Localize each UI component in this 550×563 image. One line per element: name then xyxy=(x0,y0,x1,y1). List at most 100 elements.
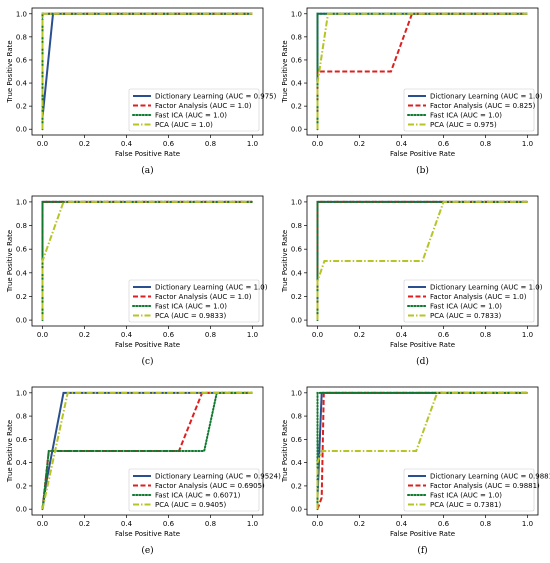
legend-box xyxy=(128,88,260,132)
legend-box xyxy=(403,468,535,512)
series-line-pca xyxy=(316,12,528,130)
x-tick-label: 0.4 xyxy=(396,331,408,339)
roc-chart-d: 0.0 0.2 0.4 0.6 0.8 1.0 0.0 0.2 0.4 0.6 0.8 1.0 Fals… xyxy=(281,195,543,367)
x-axis-label: False Positive Rate xyxy=(115,150,180,158)
legend-label-dictionary-learning: Dictionary Learning (AUC = 0.9881) xyxy=(430,473,550,481)
plot-frame xyxy=(31,7,264,136)
x-tick-label: 0.2 xyxy=(79,520,90,528)
series-line-pca xyxy=(41,12,253,130)
x-tick-label: 0.0 xyxy=(312,331,323,339)
x-tick-label: 0.4 xyxy=(396,520,408,528)
x-axis-label: False Positive Rate xyxy=(390,150,455,158)
caption-c: (c) xyxy=(141,356,153,367)
legend-label-dictionary-learning: Dictionary Learning (AUC = 1.0) xyxy=(430,93,543,101)
y-tick-label: 0.0 xyxy=(16,317,27,325)
y-tick-label: 0.2 xyxy=(291,293,302,301)
x-tick-label: 0.8 xyxy=(480,140,491,148)
x-tick-label: 0.2 xyxy=(79,140,90,148)
x-tick-label: 0.8 xyxy=(205,140,216,148)
x-tick-label: 1.0 xyxy=(522,520,533,528)
y-tick-label: 1.0 xyxy=(291,389,302,397)
roc-chart-b: 0.0 0.2 0.4 0.6 0.8 1.0 0.0 0.2 0.4 0.6 0.8 1.0 Fals… xyxy=(281,7,543,176)
legend-label-factor-analysis: Factor Analysis (AUC = 1.0) xyxy=(155,102,252,110)
x-tick-label: 1.0 xyxy=(522,140,533,148)
y-tick-label: 0.4 xyxy=(291,80,303,88)
series-line-pca xyxy=(41,391,253,510)
y-tick-label: 0.2 xyxy=(291,482,302,490)
x-tick-label: 0.6 xyxy=(163,140,175,148)
legend-box xyxy=(128,279,260,323)
y-axis-label: True Positive Rate xyxy=(6,420,14,483)
x-tick-label: 0.6 xyxy=(163,520,175,528)
series-line-pca xyxy=(316,200,528,321)
x-tick-label: 0.2 xyxy=(354,520,365,528)
x-tick-label: 1.0 xyxy=(247,520,258,528)
y-tick-label: 0.2 xyxy=(16,482,27,490)
x-tick-label: 0.4 xyxy=(121,140,133,148)
x-tick-label: 1.0 xyxy=(522,331,533,339)
y-tick-label: 1.0 xyxy=(291,10,302,18)
y-tick-label: 0.4 xyxy=(291,269,303,277)
legend-label-fast-ica: Fast ICA (AUC = 1.0) xyxy=(155,112,227,120)
legend-label-factor-analysis: Factor Analysis (AUC = 1.0) xyxy=(155,293,252,301)
y-tick-label: 0.0 xyxy=(16,506,27,514)
x-tick-label: 0.8 xyxy=(480,331,491,339)
y-tick-label: 0.8 xyxy=(291,413,302,421)
y-axis-label: True Positive Rate xyxy=(281,230,289,293)
x-tick-label: 0.0 xyxy=(37,520,48,528)
x-axis-label: False Positive Rate xyxy=(115,341,180,349)
series-line-pca xyxy=(41,200,253,321)
x-tick-label: 1.0 xyxy=(247,331,258,339)
y-tick-label: 0.6 xyxy=(16,246,28,254)
x-tick-label: 0.6 xyxy=(438,140,450,148)
caption-d: (d) xyxy=(416,356,429,367)
legend-label-dictionary-learning: Dictionary Learning (AUC = 1.0) xyxy=(155,284,268,292)
y-tick-label: 0.4 xyxy=(291,459,303,467)
legend-box xyxy=(403,279,535,323)
roc-chart-a: 0.0 0.2 0.4 0.6 0.8 1.0 0.0 0.2 0.4 0.6 0.8 1.0 Fals… xyxy=(6,7,277,176)
x-tick-label: 0.2 xyxy=(354,140,365,148)
y-axis-label: True Positive Rate xyxy=(281,40,289,103)
plot-frame xyxy=(31,195,264,327)
legend-label-factor-analysis: Factor Analysis (AUC = 0.6905) xyxy=(155,482,265,490)
x-tick-label: 0.6 xyxy=(438,331,450,339)
x-tick-label: 0.8 xyxy=(205,520,216,528)
plot-frame xyxy=(31,386,264,516)
legend-label-fast-ica: Fast ICA (AUC = 0.6071) xyxy=(155,492,241,500)
legend-label-fast-ica: Fast ICA (AUC = 1.0) xyxy=(155,303,227,311)
y-tick-label: 0.4 xyxy=(16,269,28,277)
y-tick-label: 0.8 xyxy=(291,33,302,41)
legend-label-pca: PCA (AUC = 0.975) xyxy=(430,121,497,129)
x-tick-label: 0.2 xyxy=(79,331,90,339)
y-tick-label: 1.0 xyxy=(291,198,302,206)
legend-label-factor-analysis: Factor Analysis (AUC = 1.0) xyxy=(430,293,527,301)
legend-label-pca: PCA (AUC = 1.0) xyxy=(155,121,213,129)
roc-chart-c: 0.0 0.2 0.4 0.6 0.8 1.0 0.0 0.2 0.4 0.6 0.8 1.0 Fals… xyxy=(6,195,268,367)
y-axis-label: True Positive Rate xyxy=(6,230,14,293)
plot-frame xyxy=(306,386,539,516)
y-tick-label: 0.6 xyxy=(291,436,303,444)
y-tick-label: 0.4 xyxy=(16,459,28,467)
x-tick-label: 0.8 xyxy=(480,520,491,528)
y-tick-label: 0.2 xyxy=(291,103,302,111)
x-tick-label: 0.0 xyxy=(37,140,48,148)
x-tick-label: 0.2 xyxy=(354,331,365,339)
legend-label-pca: PCA (AUC = 0.7833) xyxy=(430,312,501,320)
y-tick-label: 0.2 xyxy=(16,103,27,111)
y-tick-label: 0.6 xyxy=(291,56,303,64)
y-tick-label: 0.8 xyxy=(16,413,27,421)
legend-label-dictionary-learning: Dictionary Learning (AUC = 0.975) xyxy=(155,93,277,101)
x-axis-label: False Positive Rate xyxy=(390,341,455,349)
caption-e: (e) xyxy=(141,545,153,556)
legend-label-fast-ica: Fast ICA (AUC = 1.0) xyxy=(430,303,502,311)
y-tick-label: 1.0 xyxy=(16,389,27,397)
x-tick-label: 0.0 xyxy=(37,331,48,339)
series-line-pca xyxy=(316,391,528,510)
x-axis-label: False Positive Rate xyxy=(390,530,455,538)
y-tick-label: 0.0 xyxy=(16,126,27,134)
y-tick-label: 0.0 xyxy=(291,506,302,514)
x-tick-label: 0.0 xyxy=(312,520,323,528)
y-tick-label: 0.8 xyxy=(291,222,302,230)
y-tick-label: 0.8 xyxy=(16,222,27,230)
legend-box xyxy=(403,88,535,132)
